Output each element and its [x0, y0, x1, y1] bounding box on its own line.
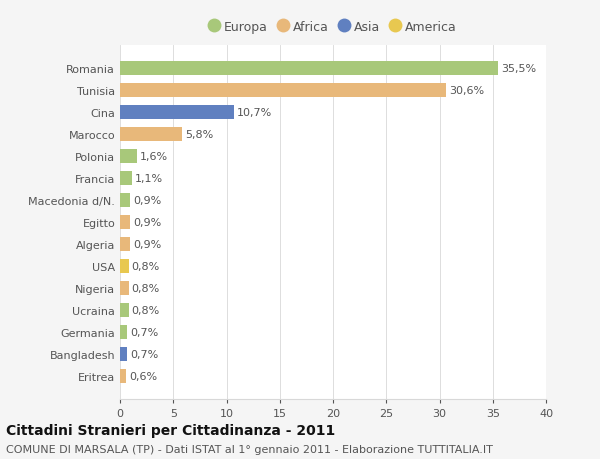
Text: 1,1%: 1,1% [135, 174, 163, 184]
Text: 0,8%: 0,8% [132, 262, 160, 271]
Text: 0,7%: 0,7% [131, 349, 159, 359]
Bar [120, 62, 498, 76]
Text: 30,6%: 30,6% [449, 86, 484, 96]
Bar [120, 150, 137, 164]
Bar [120, 172, 132, 186]
Bar [120, 259, 128, 274]
Bar [120, 369, 127, 383]
Bar [120, 106, 234, 120]
Text: Cittadini Stranieri per Cittadinanza - 2011: Cittadini Stranieri per Cittadinanza - 2… [6, 423, 335, 437]
Bar [120, 325, 127, 339]
Text: 0,8%: 0,8% [132, 305, 160, 315]
Text: 1,6%: 1,6% [140, 152, 169, 162]
Bar [120, 281, 128, 296]
Text: 0,8%: 0,8% [132, 283, 160, 293]
Text: 0,7%: 0,7% [131, 327, 159, 337]
Text: 5,8%: 5,8% [185, 130, 213, 140]
Legend: Europa, Africa, Asia, America: Europa, Africa, Asia, America [205, 17, 461, 37]
Text: 0,9%: 0,9% [133, 196, 161, 206]
Text: 35,5%: 35,5% [501, 64, 536, 74]
Text: 0,9%: 0,9% [133, 240, 161, 250]
Text: COMUNE DI MARSALA (TP) - Dati ISTAT al 1° gennaio 2011 - Elaborazione TUTTITALIA: COMUNE DI MARSALA (TP) - Dati ISTAT al 1… [6, 444, 493, 454]
Text: 10,7%: 10,7% [237, 108, 272, 118]
Bar [120, 303, 128, 318]
Bar [120, 194, 130, 208]
Text: 0,9%: 0,9% [133, 218, 161, 228]
Bar [120, 347, 127, 361]
Bar [120, 237, 130, 252]
Bar [120, 84, 446, 98]
Bar [120, 215, 130, 230]
Text: 0,6%: 0,6% [130, 371, 158, 381]
Bar [120, 128, 182, 142]
